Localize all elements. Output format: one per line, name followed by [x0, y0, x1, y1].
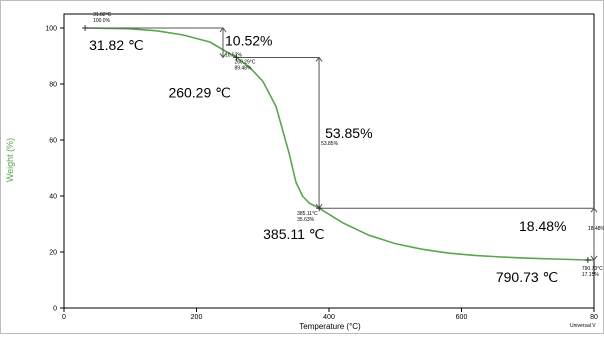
y-tick-label: 20 [49, 250, 57, 257]
point-weight-small: 17.15% [582, 272, 600, 278]
y-axis-label: Weight (%) [5, 138, 15, 182]
step-arrowhead-top [219, 27, 227, 33]
step-percent-small: 18.48% [588, 226, 604, 232]
weight-curve [85, 27, 595, 261]
step-percent-label: 53.85% [325, 125, 372, 141]
step-arrowhead-top [315, 56, 323, 62]
step-arrowhead-bottom [219, 53, 227, 59]
step-percent-small: 53.85% [321, 141, 339, 147]
step-percent-label: 18.48% [519, 218, 566, 234]
footer-text: Universal V [570, 323, 596, 329]
x-tick-label: 0 [62, 314, 66, 321]
x-tick-label: 400 [323, 314, 335, 321]
step-percent-label: 10.52% [225, 33, 272, 49]
point-temp-label: 385.11 ℃ [263, 226, 324, 242]
step-arrowhead-top [590, 207, 598, 213]
step-arrowhead-bottom [590, 255, 598, 261]
x-tick-label: 600 [456, 314, 468, 321]
point-temp-label: 790.73 ℃ [496, 269, 558, 285]
x-tick-label: 200 [191, 314, 203, 321]
point-temp-small: 790.73°C [582, 266, 603, 272]
y-tick-label: 80 [49, 82, 57, 89]
point-temp-label: 31.82 ℃ [89, 37, 144, 53]
step-markers: 10.52% 10.52% 53.85%53.85% 18.48% 18.48% [85, 27, 604, 261]
point-weight-small: 100.0% [93, 18, 111, 24]
x-tick-label: 80 [590, 314, 598, 321]
y-tick-label: 60 [49, 138, 57, 145]
y-tick-label: 0 [53, 306, 57, 313]
y-tick-label: 40 [49, 194, 57, 201]
point-temp-label: 260.29 ℃ [168, 84, 230, 100]
y-tick-label: 100 [45, 26, 57, 33]
point-weight-small: 89.48% [234, 65, 252, 71]
point-temp-small: 31.82°C [93, 12, 112, 18]
point-temp-small: 385.11°C [297, 211, 318, 217]
step-percent-small: 10.52% [225, 53, 243, 59]
point-weight-small: 35.63% [297, 217, 315, 223]
point-temp-small: 260.29°C [234, 59, 255, 65]
x-axis-label: Temperature (°C) [299, 322, 361, 331]
data-series [85, 27, 595, 261]
